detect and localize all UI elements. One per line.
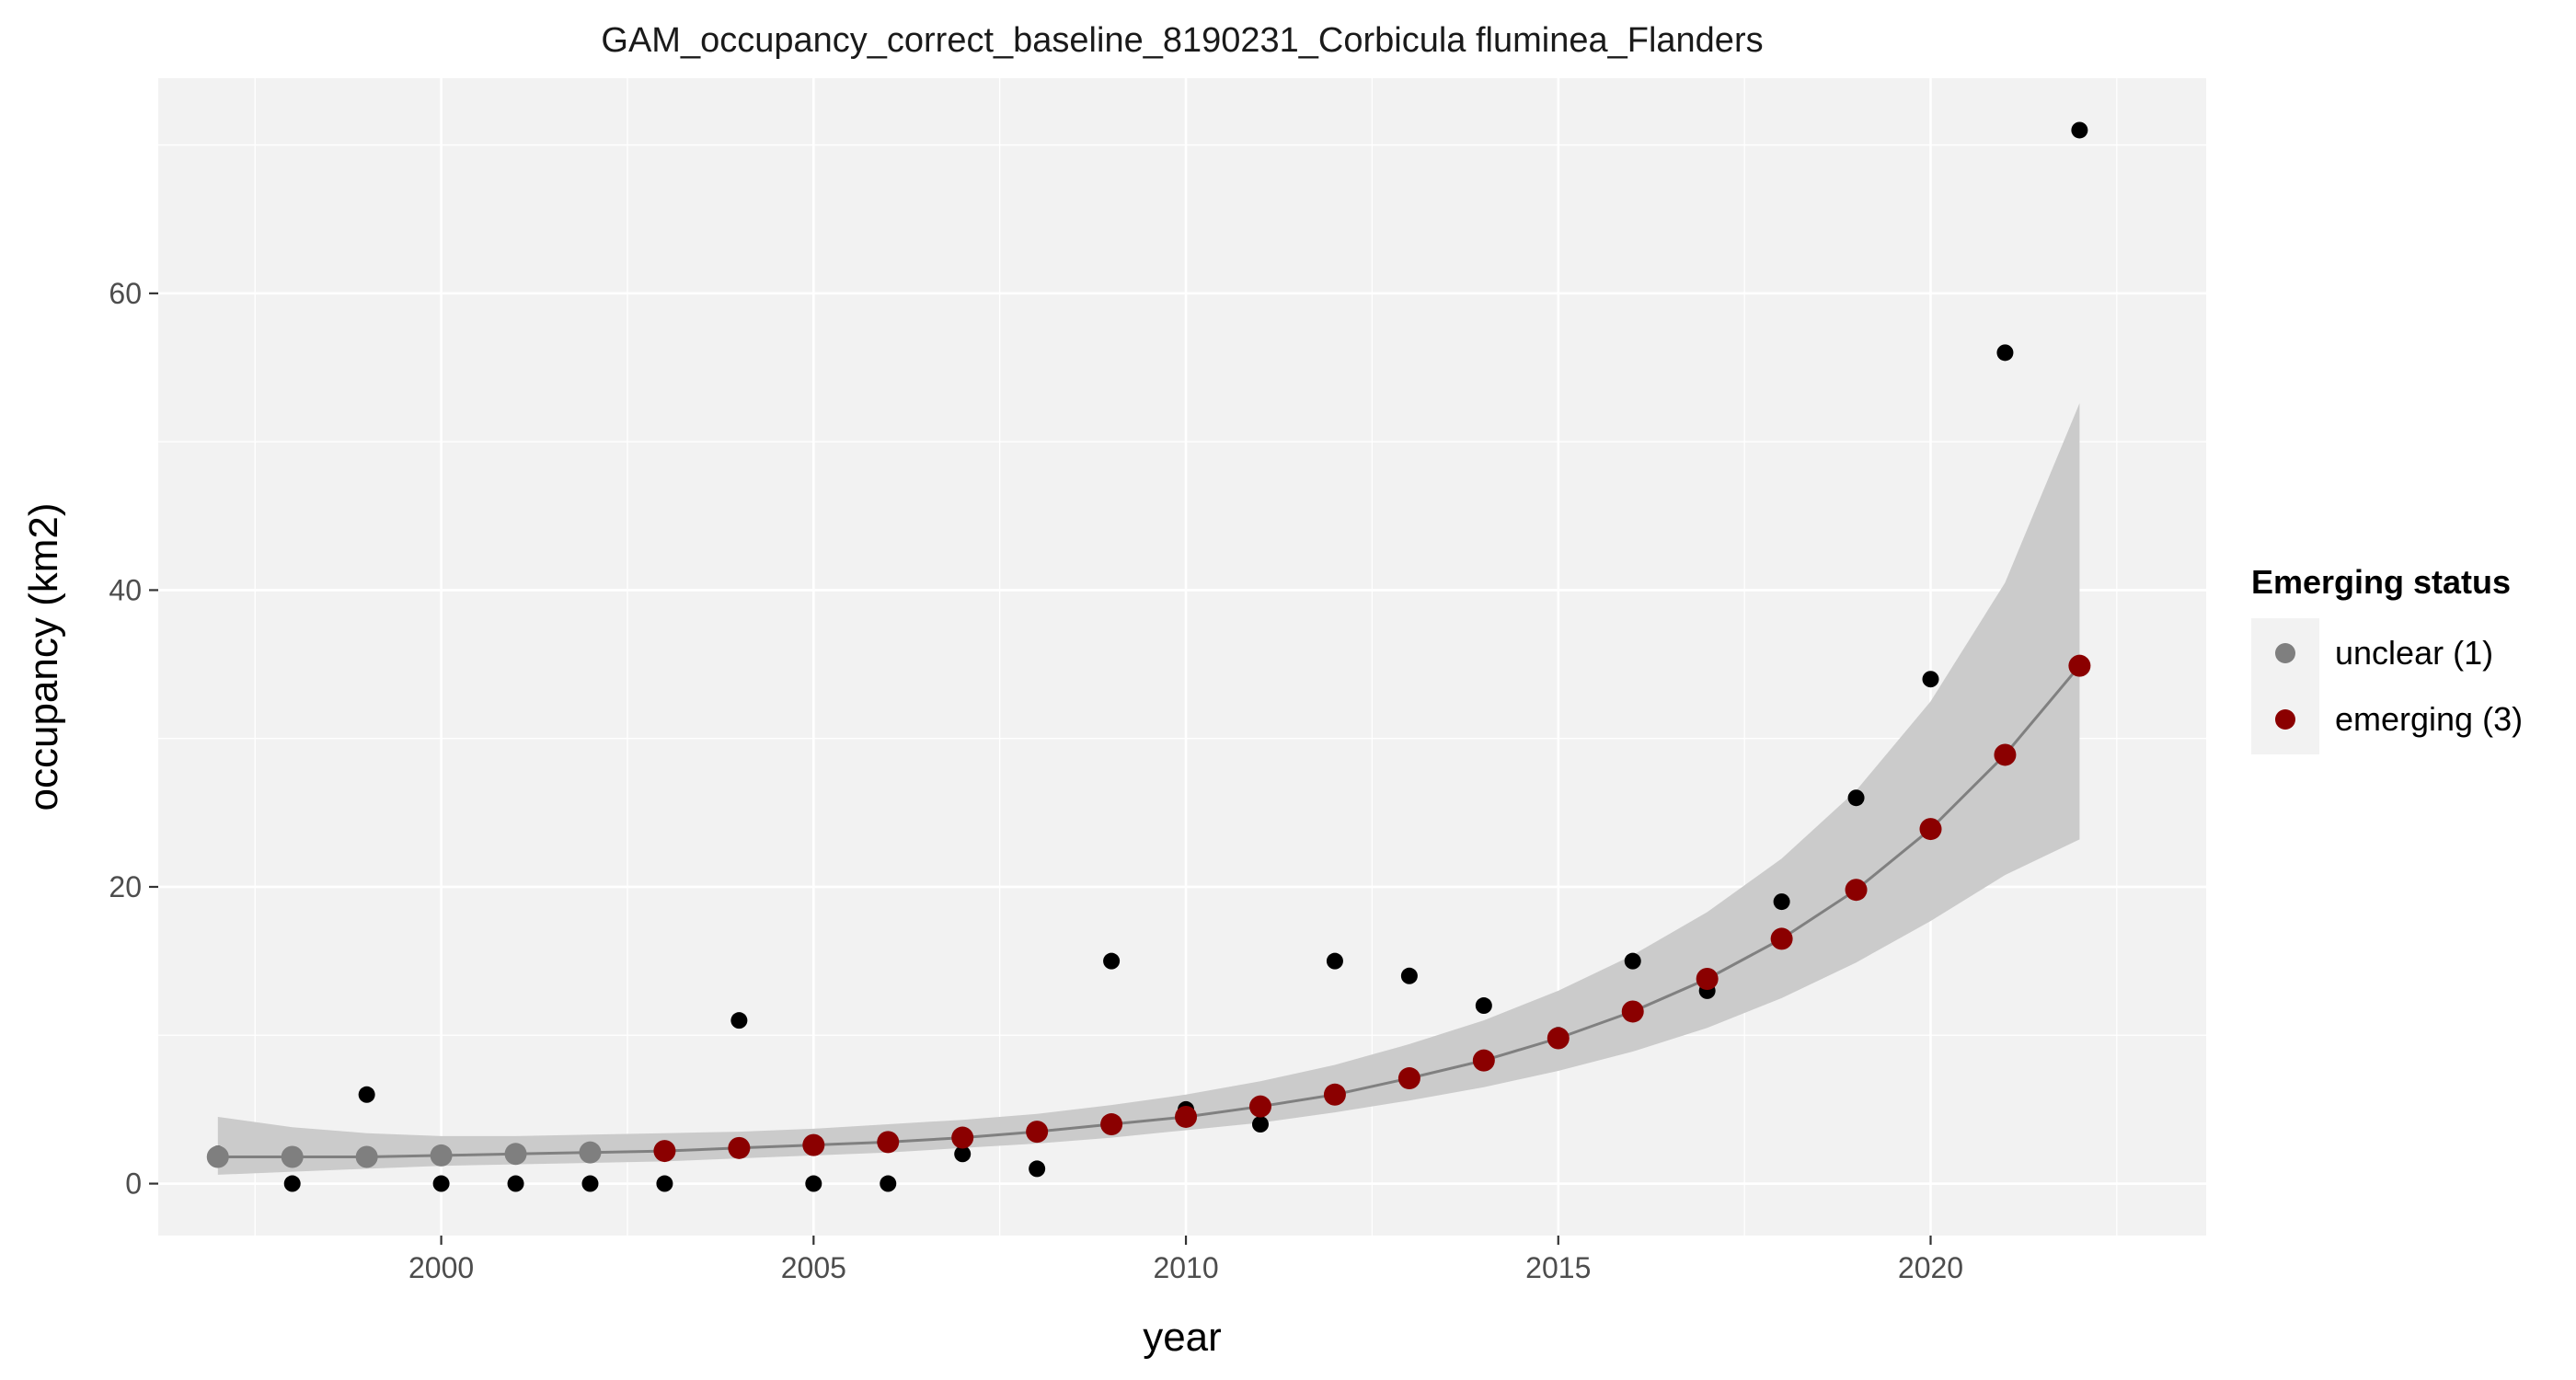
- legend-label-emerging: emerging (3): [2335, 700, 2523, 738]
- fit-point-emerging: [1621, 1000, 1644, 1023]
- observed-point: [1251, 1116, 1269, 1133]
- observed-point: [1103, 952, 1121, 970]
- observed-point: [1475, 997, 1492, 1015]
- chart-title: GAM_occupancy_correct_baseline_8190231_C…: [601, 21, 1763, 60]
- fit-point-emerging: [802, 1133, 825, 1156]
- x-tick-label: 2000: [408, 1251, 474, 1284]
- observed-point: [1773, 893, 1790, 911]
- observed-point: [283, 1175, 301, 1192]
- x-tick-label: 2020: [1898, 1251, 1963, 1284]
- fit-point-unclear: [206, 1145, 229, 1168]
- fit-point-emerging: [1323, 1083, 1346, 1106]
- fit-point-emerging: [1919, 818, 1942, 841]
- fit-point-emerging: [1770, 927, 1793, 950]
- fit-point-emerging: [951, 1126, 974, 1149]
- legend-title: Emerging status: [2251, 563, 2511, 601]
- observed-point: [730, 1012, 748, 1029]
- fit-points: [206, 654, 2091, 1168]
- fit-point-unclear: [355, 1145, 378, 1168]
- fit-point-emerging: [1547, 1027, 1570, 1050]
- y-axis-title: occupancy (km2): [21, 502, 66, 811]
- fit-point-unclear: [579, 1141, 602, 1164]
- fit-point-emerging: [1994, 743, 2017, 766]
- x-tick-label: 2015: [1525, 1251, 1591, 1284]
- legend-key-emerging: [2275, 709, 2295, 730]
- fit-point-emerging: [1100, 1113, 1123, 1136]
- legend-key-background: [2251, 618, 2319, 754]
- y-axis: 0 20 40 60: [109, 277, 158, 1201]
- y-tick-label: 20: [109, 870, 142, 903]
- fit-point-unclear: [504, 1143, 527, 1166]
- fit-point-emerging: [728, 1136, 751, 1159]
- fit-point-emerging: [877, 1131, 900, 1154]
- fit-point-unclear: [430, 1144, 453, 1167]
- observed-point: [581, 1175, 599, 1192]
- x-axis-title: year: [1143, 1315, 1222, 1360]
- fit-point-emerging: [1175, 1105, 1198, 1128]
- observed-point: [358, 1086, 375, 1103]
- observed-point: [1624, 952, 1641, 970]
- observed-point: [1922, 671, 1939, 688]
- y-tick-label: 40: [109, 573, 142, 606]
- legend: Emerging status unclear (1) emerging (3): [2251, 563, 2523, 754]
- fit-line: [217, 664, 2081, 1158]
- observed-point: [1400, 967, 1418, 984]
- observed-point: [1326, 952, 1343, 970]
- observed-point: [1996, 344, 2014, 362]
- y-tick-label: 0: [125, 1167, 142, 1201]
- x-tick-label: 2010: [1153, 1251, 1218, 1284]
- observed-point: [2071, 121, 2088, 139]
- observed-point: [880, 1175, 897, 1192]
- x-axis: 2000 2005 2010 2015 2020: [408, 1236, 1963, 1284]
- observed-point: [1847, 789, 1865, 807]
- observed-point: [507, 1175, 524, 1192]
- y-tick-label: 60: [109, 277, 142, 310]
- fit-point-emerging: [1845, 879, 1868, 902]
- fit-point-emerging: [1248, 1095, 1271, 1118]
- observed-point: [805, 1175, 822, 1192]
- fit-point-emerging: [2068, 654, 2091, 677]
- observed-point: [954, 1145, 972, 1163]
- fit-point-emerging: [653, 1140, 676, 1163]
- plot-panel: [158, 78, 2206, 1236]
- grid-minor: [158, 78, 2206, 1236]
- fit-point-emerging: [1696, 967, 1719, 990]
- fit-point-emerging: [1397, 1067, 1420, 1090]
- legend-key-unclear: [2275, 643, 2295, 663]
- fit-point-emerging: [1026, 1121, 1049, 1144]
- observed-point: [432, 1175, 450, 1192]
- legend-label-unclear: unclear (1): [2335, 634, 2493, 672]
- x-tick-label: 2005: [781, 1251, 846, 1284]
- fit-point-emerging: [1472, 1049, 1495, 1072]
- fit-point-unclear: [281, 1145, 304, 1168]
- confidence-ribbon: [217, 403, 2080, 1175]
- observed-point: [656, 1175, 673, 1192]
- observed-point: [1029, 1160, 1046, 1178]
